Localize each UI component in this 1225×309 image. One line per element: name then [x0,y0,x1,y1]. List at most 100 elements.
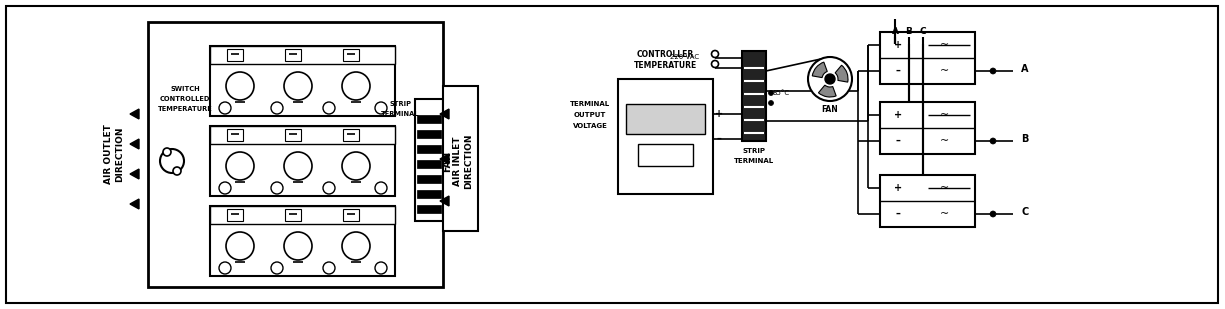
Text: FAN: FAN [442,150,452,171]
Bar [417,145,441,153]
Circle shape [323,102,334,114]
Bar [209,206,394,276]
Polygon shape [440,154,450,164]
Text: C: C [920,27,926,36]
Circle shape [768,91,773,95]
Text: DIRECTION: DIRECTION [464,133,474,189]
Text: +: + [894,183,902,193]
Polygon shape [130,199,138,209]
Text: +: + [894,110,902,120]
Circle shape [712,50,719,57]
Text: DIRECTION: DIRECTION [115,126,125,182]
Wedge shape [812,62,827,78]
Circle shape [375,262,387,274]
Text: TEMPERATURE: TEMPERATURE [633,61,697,70]
Text: ~: ~ [941,136,949,146]
Text: +: + [715,109,723,119]
Circle shape [375,182,387,194]
Circle shape [225,152,254,180]
Circle shape [375,102,387,114]
Text: FAN: FAN [822,104,838,113]
Text: 220 VAC: 220 VAC [670,54,699,60]
Text: STRIP: STRIP [742,148,766,154]
Text: ~: ~ [941,110,949,120]
Bar [209,126,394,196]
Text: STRIP: STRIP [390,101,412,107]
Text: OUTPUT: OUTPUT [573,112,606,118]
Bar [417,115,441,123]
Polygon shape [130,109,138,119]
Bar [880,175,975,227]
Text: –: – [895,66,900,76]
Circle shape [225,72,254,100]
Text: TEMPERATURE: TEMPERATURE [158,106,212,112]
Text: TERMINAL: TERMINAL [734,158,774,164]
Bar [417,160,441,168]
Bar [209,206,394,224]
Text: ~: ~ [941,66,949,76]
Text: ~: ~ [941,209,949,219]
Circle shape [323,182,334,194]
Bar [343,49,359,61]
Circle shape [712,61,719,67]
Circle shape [160,149,184,173]
Text: A: A [1022,64,1029,74]
Bar [227,49,243,61]
Circle shape [990,138,996,144]
Text: B: B [905,27,913,36]
Circle shape [271,262,283,274]
Circle shape [271,182,283,194]
Circle shape [173,167,181,175]
Bar [209,126,394,144]
Circle shape [342,152,370,180]
Bar [880,32,975,84]
Text: B: B [1022,134,1029,144]
Bar [443,86,478,231]
Text: C: C [1022,207,1029,217]
Wedge shape [818,85,837,97]
Circle shape [271,102,283,114]
Circle shape [342,232,370,260]
Polygon shape [440,196,450,206]
Circle shape [323,262,334,274]
Text: AIR INLET: AIR INLET [453,136,463,186]
Bar [285,129,301,141]
Bar [227,129,243,141]
Circle shape [990,211,996,217]
Polygon shape [440,109,450,119]
Bar [415,99,443,221]
Text: ~: ~ [941,183,949,193]
Bar [343,209,359,221]
Bar [285,49,301,61]
Text: A: A [892,27,898,36]
Circle shape [219,262,232,274]
Text: SWITCH: SWITCH [170,86,200,92]
Text: –: – [717,134,722,144]
Text: –: – [895,209,900,219]
Circle shape [808,57,853,101]
Circle shape [284,152,312,180]
Circle shape [219,182,232,194]
Bar [626,104,706,134]
Circle shape [342,72,370,100]
Circle shape [284,72,312,100]
Circle shape [219,102,232,114]
Bar [417,190,441,198]
Text: VOLTAGE: VOLTAGE [572,123,608,129]
Circle shape [824,74,835,84]
Text: ~: ~ [941,40,949,50]
Bar [617,79,713,194]
Bar [343,129,359,141]
Circle shape [990,68,996,74]
Bar [880,102,975,154]
Text: 85°C: 85°C [773,90,790,96]
Bar [417,175,441,183]
Bar [227,209,243,221]
Bar [742,51,766,141]
Circle shape [163,148,172,156]
Text: AIR OUTLET: AIR OUTLET [103,124,113,184]
Wedge shape [835,65,848,82]
Polygon shape [130,139,138,149]
Bar [209,46,394,64]
Text: TERMINAL: TERMINAL [570,101,610,107]
